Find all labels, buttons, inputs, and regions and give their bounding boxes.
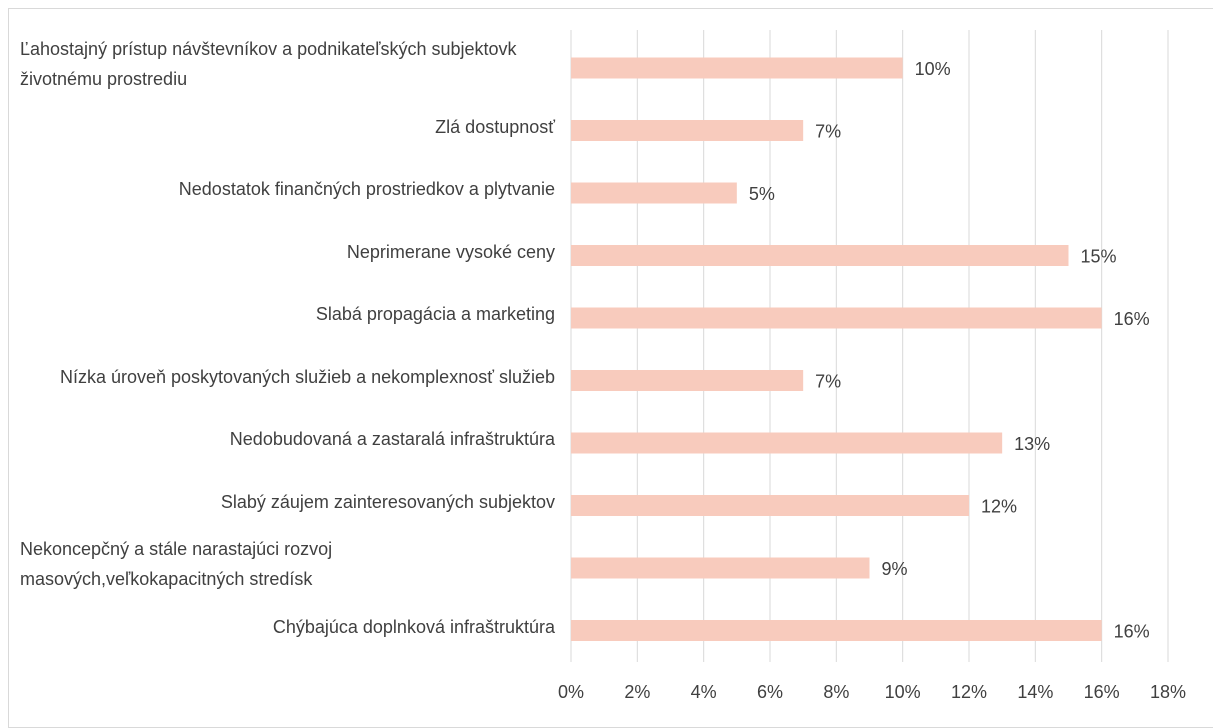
bar — [571, 120, 804, 141]
bar — [571, 370, 804, 391]
bar — [571, 557, 870, 579]
y-tick-label: Nedobudovaná a zastaralá infraštruktúra — [229, 429, 555, 449]
value-label: 15% — [1081, 246, 1117, 266]
y-tick-label: Nízka úroveň poskytovaných služieb a nek… — [59, 366, 555, 387]
x-tick-label: 16% — [1084, 682, 1120, 702]
bar — [571, 182, 737, 204]
category-label-box: Nedobudovaná a zastaralá infraštruktúra — [15, 409, 555, 469]
value-label: 5% — [749, 184, 775, 204]
x-tick-label: 4% — [691, 682, 717, 702]
category-label-box: Slabý záujem zainteresovaných subjektov — [15, 472, 555, 532]
value-label: 16% — [1114, 309, 1150, 329]
bar — [571, 620, 1102, 641]
category-label-box: Neprimerane vysoké ceny — [15, 222, 555, 282]
x-tick-label: 0% — [558, 682, 584, 702]
y-tick-label: Chýbajúca doplnková infraštruktúra — [272, 616, 555, 637]
category-label-box: Nekoncepčný a stále narastajúci rozvoj m… — [15, 534, 555, 594]
x-tick-label: 6% — [757, 682, 783, 702]
x-tick-label: 18% — [1150, 682, 1186, 702]
bar — [571, 245, 1069, 266]
x-tick-label: 12% — [951, 682, 987, 702]
y-tick-label: Zlá dostupnosť — [435, 116, 555, 137]
category-label-box: Slabá propagácia a marketing — [15, 284, 555, 344]
x-tick-label: 8% — [823, 682, 849, 702]
y-tick-label: Nekoncepčný a stále narastajúci rozvoj m… — [20, 539, 333, 589]
value-label: 16% — [1114, 621, 1150, 641]
category-label-box: Ľahostajný prístup návštevníkov a podnik… — [15, 34, 555, 94]
value-label: 7% — [815, 121, 841, 141]
value-label: 7% — [815, 371, 841, 391]
bar — [571, 432, 1003, 454]
category-label-box: Zlá dostupnosť — [15, 97, 555, 157]
x-tick-label: 2% — [624, 682, 650, 702]
y-tick-label: Neprimerane vysoké ceny — [346, 241, 555, 262]
y-tick-label: Ľahostajný prístup návštevníkov a podnik… — [20, 39, 517, 89]
x-tick-label: 10% — [885, 682, 921, 702]
bar — [571, 57, 903, 79]
x-tick-label: 14% — [1017, 682, 1053, 702]
y-tick-label: Slabá propagácia a marketing — [315, 304, 555, 324]
y-tick-label: Slabý záujem zainteresovaných subjektov — [220, 491, 555, 512]
category-label-box: Nedostatok finančných prostriedkov a ply… — [15, 159, 555, 219]
bar — [571, 307, 1102, 329]
value-label: 9% — [882, 559, 908, 579]
value-label: 13% — [1014, 434, 1050, 454]
category-label-box: Chýbajúca doplnková infraštruktúra — [15, 597, 555, 657]
category-label-box: Nízka úroveň poskytovaných služieb a nek… — [15, 347, 555, 407]
value-label: 10% — [915, 59, 951, 79]
value-label: 12% — [981, 496, 1017, 516]
bar — [571, 495, 969, 516]
y-tick-label: Nedostatok finančných prostriedkov a ply… — [178, 179, 555, 199]
